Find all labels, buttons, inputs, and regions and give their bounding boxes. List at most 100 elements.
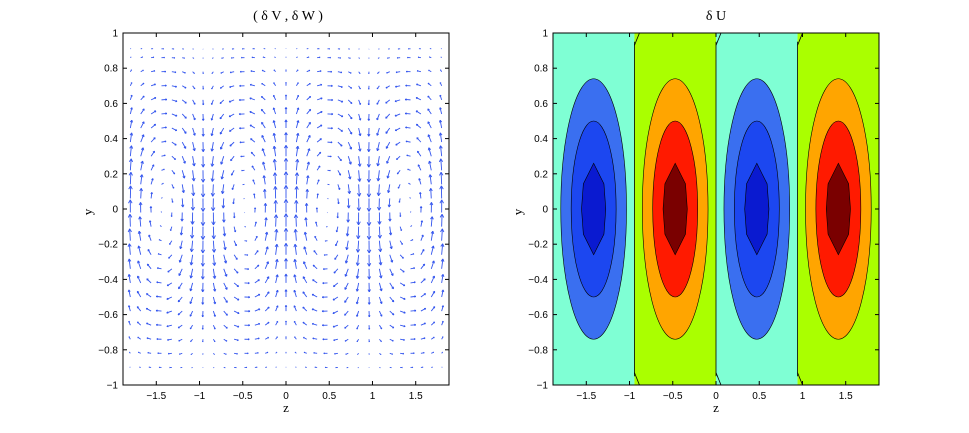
quiver-arrow [146,278,152,284]
quiver-arrow [356,296,360,305]
quiver-arrow [430,275,435,284]
quiver-arrow [150,164,155,171]
quiver-arrowhead [170,229,172,231]
quiver-arrow [376,113,380,121]
quiver-arrow [378,268,382,279]
quiver-arrowhead [385,132,388,134]
quiver-arrow [213,353,215,355]
quiver-arrowhead [224,233,227,237]
x-tick-label: 0 [713,391,719,402]
quiver-arrowhead [285,158,289,162]
quiver-arrowhead [225,353,227,355]
quiver-arrow [219,113,225,120]
quiver-arrowhead [398,201,401,203]
quiver-arrowhead [139,174,143,178]
quiver-arrow [147,249,152,255]
quiver-arrow [428,160,432,171]
quiver-arrow [430,188,432,199]
quiver-arrowhead [322,324,324,327]
quiver-arrowhead [312,337,315,340]
quiver-arrow [150,137,156,143]
quiver-arrowhead [367,263,370,267]
quiver-arrowhead [350,86,353,89]
quiver-arrowhead [368,149,371,153]
y-tick-label: 1 [112,29,118,40]
contour-title: δ U [706,9,726,24]
quiver-arrowhead [415,110,418,113]
quiver-arrowhead [213,248,217,253]
y-tick-label: −0.4 [98,275,118,286]
quiver-arrow [138,231,142,241]
quiver-arrowhead [293,244,296,248]
quiver-arrowhead [141,121,145,124]
quiver-arrowhead [184,86,187,89]
quiver-arrowhead [247,338,250,340]
quiver-arrow [192,142,196,151]
quiver-arrowhead [441,289,444,292]
quiver-arrow [378,282,382,292]
quiver-arrowhead [331,84,333,87]
quiver-arrowhead [422,263,425,266]
quiver-arrowhead [428,160,430,164]
y-tick-label: 0 [542,205,548,216]
contour-edge [797,33,803,46]
quiver-arrowhead [211,163,215,167]
quiver-panel: ( δ V , δ W ) −1.5 −1 −0.5 0 0.5 1 1.5 −1−0.8−… [80,9,450,415]
quiver-arrow [430,216,433,227]
y-tick-label: 1 [542,29,548,40]
quiver-arrowhead [416,83,418,86]
quiver-arrow [233,296,240,301]
quiver-arrowhead [356,207,360,212]
contour-level [825,162,851,256]
quiver-arrowhead [336,230,339,233]
quiver-arrowhead [264,217,267,221]
quiver-arrow [441,351,444,354]
quiver-arrowhead [377,178,381,182]
quiver-arrowhead [202,289,205,293]
quiver-arrow [192,57,195,59]
quiver-arrowhead [419,206,422,209]
quiver-arrowhead [368,262,372,267]
quiver-arrowhead [175,99,178,102]
quiver-arrowhead [202,178,206,183]
quiver-arrowhead [224,247,227,250]
quiver-arrowhead [211,178,215,182]
quiver-arrowhead [414,309,417,312]
quiver-arrowhead [311,323,314,326]
quiver-arrowhead [441,274,444,277]
quiver-arrowhead [249,84,252,86]
quiver-arrow [219,127,225,135]
contour-level [744,162,770,256]
quiver-arrowhead [247,282,250,284]
quiver-arrowhead [202,276,205,280]
quiver-arrowhead [344,287,348,290]
quiver-arrow [311,293,318,298]
quiver-arrowhead [239,127,241,130]
quiver-arrowhead [183,190,185,193]
quiver-x-ticks: −1.5 −1 −0.5 0 0.5 1 1.5 [146,33,423,402]
quiver-arrowhead [380,275,383,279]
quiver-arrow [441,243,444,255]
quiver-arrow [229,127,235,132]
quiver-arrow [378,254,382,266]
quiver-arrowhead [368,289,371,293]
quiver-arrow [306,175,309,185]
quiver-arrowhead [355,248,359,253]
quiver-arrow [129,120,133,129]
quiver-arrowhead [127,243,130,247]
quiver-arrowhead [211,103,213,105]
quiver-arrowhead [128,171,132,176]
quiver-arrowhead [378,206,382,211]
quiver-arrow [441,289,444,298]
quiver-arrowhead [379,221,382,225]
y-tick-label: 0 [112,205,118,216]
quiver-arrowhead [193,163,196,167]
quiver-arrowhead [341,115,344,117]
quiver-arrow [387,184,391,193]
quiver-arrow [415,110,422,115]
quiver-arrowhead [139,188,142,192]
quiver-arrowhead [213,221,216,226]
y-tick-label: −0.2 [98,240,118,251]
quiver-arrowhead [210,178,213,182]
quiver-arrowhead [406,154,408,157]
